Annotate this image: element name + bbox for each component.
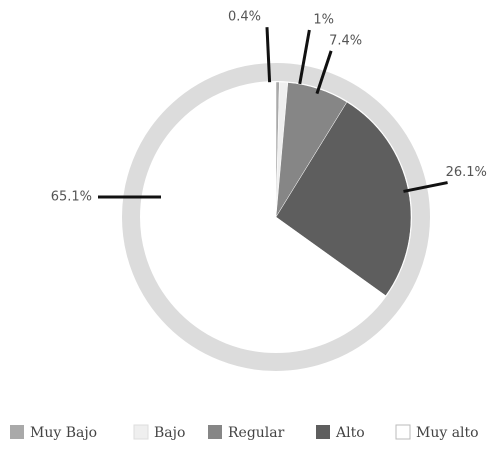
data-label: 26.1% xyxy=(446,165,487,180)
data-label: 1% xyxy=(313,12,334,27)
data-label: 0.4% xyxy=(228,10,261,25)
legend-swatch xyxy=(395,424,411,440)
legend-label: Bajo xyxy=(154,425,185,441)
pie-ring xyxy=(122,63,430,371)
pie-slice xyxy=(140,82,386,352)
legend-label: Muy Bajo xyxy=(30,425,97,441)
legend-swatch xyxy=(316,425,330,439)
legend-swatch xyxy=(208,425,222,439)
legend-swatch xyxy=(10,425,24,439)
legend-label: Muy alto xyxy=(416,425,479,441)
leader-line xyxy=(315,50,333,95)
data-label: 65.1% xyxy=(51,190,92,205)
data-label: 7.4% xyxy=(329,33,362,48)
legend-swatch xyxy=(133,424,149,440)
legend-label: Regular xyxy=(228,425,285,441)
leader-line xyxy=(265,27,272,88)
leader-line xyxy=(297,29,311,90)
legend-label: Alto xyxy=(335,425,365,441)
leader-line xyxy=(403,181,448,193)
